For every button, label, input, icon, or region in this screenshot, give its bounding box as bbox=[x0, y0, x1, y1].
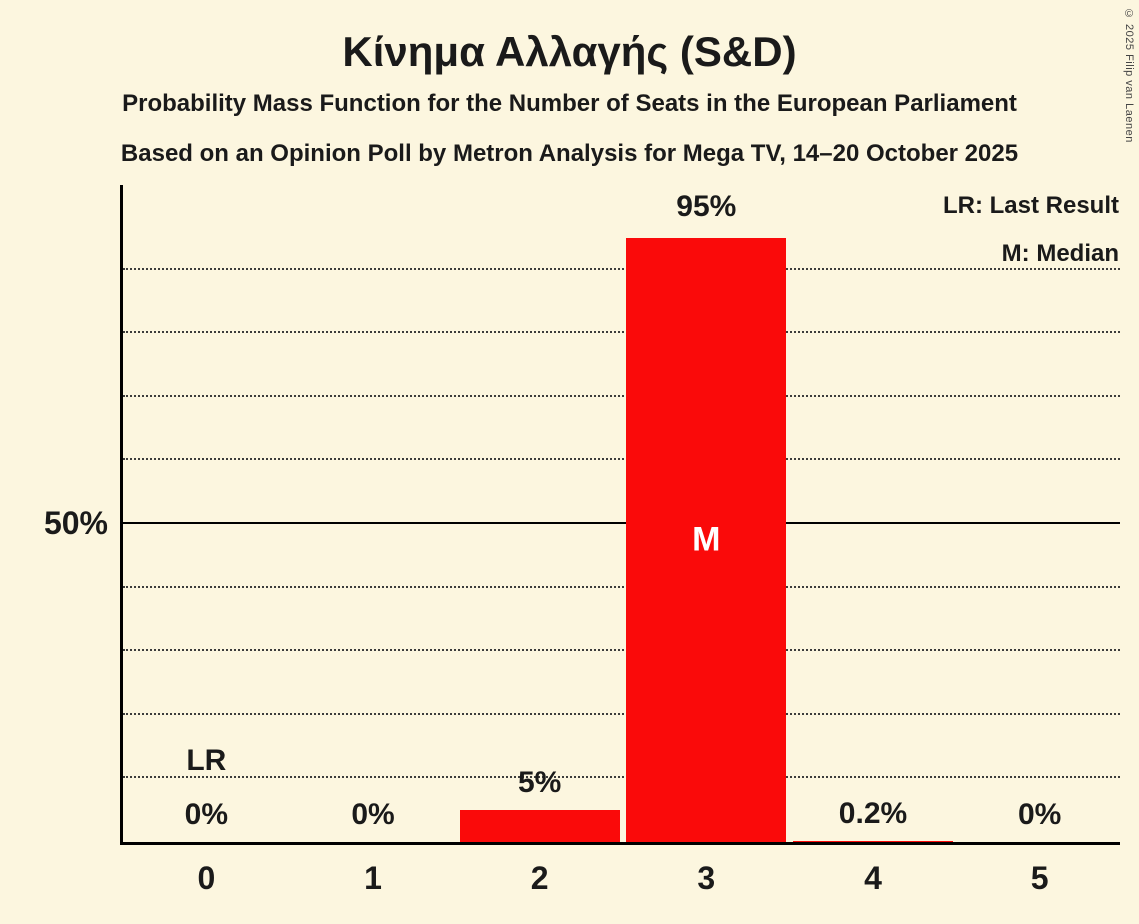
copyright-notice: © 2025 Filip van Laenen bbox=[1123, 8, 1135, 143]
x-tick-label-0: 0 bbox=[197, 860, 216, 896]
last-result-marker: LR bbox=[186, 744, 227, 777]
value-label-seats-1: 0% bbox=[351, 798, 395, 831]
x-tick-label-4: 4 bbox=[864, 860, 882, 896]
bar-seats-3: M bbox=[626, 237, 787, 842]
legend-last-result: LR: Last Result bbox=[942, 192, 1119, 219]
value-label-seats-2: 5% bbox=[517, 766, 562, 800]
value-label-seats-3: 95% bbox=[676, 189, 737, 223]
gridline-70 bbox=[123, 394, 1120, 397]
x-tick-label-3: 3 bbox=[697, 860, 716, 896]
value-label-seats-5: 0% bbox=[1017, 798, 1062, 831]
gridline-80 bbox=[123, 331, 1120, 334]
gridline-90 bbox=[123, 267, 1120, 270]
x-tick-label-5: 5 bbox=[1030, 860, 1049, 896]
gridline-50-solid bbox=[123, 522, 1120, 524]
x-tick-label-2: 2 bbox=[530, 860, 549, 896]
value-label-seats-4: 0.2% bbox=[838, 796, 908, 830]
gridline-10 bbox=[123, 776, 1120, 779]
value-label-seats-0: 0% bbox=[184, 798, 229, 831]
bar-seats-2 bbox=[459, 810, 620, 842]
y-axis-label-50: 50% bbox=[43, 505, 108, 541]
chart-title: Κίνημα Αλλαγής (S&D) bbox=[342, 28, 797, 75]
gridline-20 bbox=[123, 712, 1120, 715]
gridline-40 bbox=[123, 585, 1120, 588]
gridline-30 bbox=[123, 649, 1120, 652]
legend: LR: Last Result M: Median bbox=[943, 182, 1119, 278]
median-marker: M bbox=[692, 520, 721, 559]
gridline-60 bbox=[123, 458, 1120, 461]
bar-seats-4 bbox=[793, 840, 953, 842]
chart-subtitle-line1: Probability Mass Function for the Number… bbox=[122, 90, 1017, 117]
x-tick-label-1: 1 bbox=[364, 860, 382, 896]
legend-median: M: Median bbox=[1001, 240, 1119, 267]
chart-subtitle-line2: Based on an Opinion Poll by Metron Analy… bbox=[120, 140, 1019, 167]
plot-area: 0% 0 0% 1 5% 2 M 95% 3 0.2% 4 0% 5 LR bbox=[120, 185, 1120, 896]
